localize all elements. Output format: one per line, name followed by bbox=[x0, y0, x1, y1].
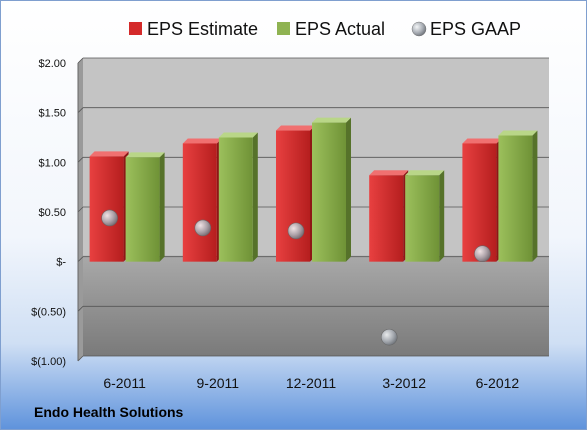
bar-eps-estimate bbox=[369, 170, 409, 262]
legend-item-eps-estimate: EPS Estimate bbox=[129, 19, 258, 39]
bar-eps-estimate bbox=[462, 138, 502, 262]
y-tick-label: $1.50 bbox=[38, 108, 66, 120]
legend-label: EPS Actual bbox=[295, 19, 385, 39]
gridline-depth bbox=[77, 57, 84, 64]
point-eps-gaap bbox=[101, 209, 118, 227]
gridline-depth bbox=[77, 157, 84, 163]
legend-item-eps-actual: EPS Actual bbox=[277, 19, 385, 39]
legend-label: EPS Estimate bbox=[147, 19, 258, 39]
x-tick-label: 9-2011 bbox=[197, 375, 240, 391]
bar-eps-actual bbox=[125, 152, 165, 262]
legend-label: EPS GAAP bbox=[430, 19, 521, 39]
x-tick-label: 6-2011 bbox=[103, 375, 146, 391]
y-tick-label: $(1.00) bbox=[31, 356, 66, 368]
gridline-depth bbox=[77, 107, 84, 113]
y-tick-label: $2.00 bbox=[38, 58, 66, 70]
legend-item-eps-gaap: EPS GAAP bbox=[411, 19, 521, 39]
bar-eps-estimate bbox=[89, 151, 129, 262]
y-tick-label: $(0.50) bbox=[31, 306, 66, 318]
y-tick-label: $1.00 bbox=[38, 157, 66, 169]
point-eps-gaap bbox=[194, 219, 212, 237]
point-eps-gaap bbox=[474, 245, 491, 263]
gridline-depth bbox=[77, 256, 84, 262]
y-tick-label: $0.50 bbox=[38, 207, 66, 219]
x-tick-label: 3-2012 bbox=[382, 375, 426, 391]
y-tick-label: $- bbox=[56, 257, 66, 269]
legend-swatch bbox=[129, 22, 142, 35]
bar-eps-actual bbox=[312, 117, 351, 262]
bar-eps-estimate bbox=[182, 138, 222, 262]
gridline-depth bbox=[77, 306, 84, 312]
bar-eps-actual bbox=[405, 170, 445, 262]
bar-eps-estimate bbox=[276, 125, 315, 262]
point-eps-gaap bbox=[287, 222, 305, 240]
x-tick-label: 6-2012 bbox=[476, 375, 520, 391]
gridline-depth bbox=[77, 206, 84, 213]
gridline-depth bbox=[77, 355, 84, 362]
legend-swatch bbox=[277, 22, 290, 35]
bar-eps-actual bbox=[218, 132, 258, 262]
legend-swatch bbox=[411, 21, 427, 37]
point-eps-gaap bbox=[380, 328, 398, 346]
x-tick-label: 12-2011 bbox=[286, 375, 337, 391]
company-name: Endo Health Solutions bbox=[34, 404, 184, 420]
bar-eps-actual bbox=[498, 130, 538, 262]
